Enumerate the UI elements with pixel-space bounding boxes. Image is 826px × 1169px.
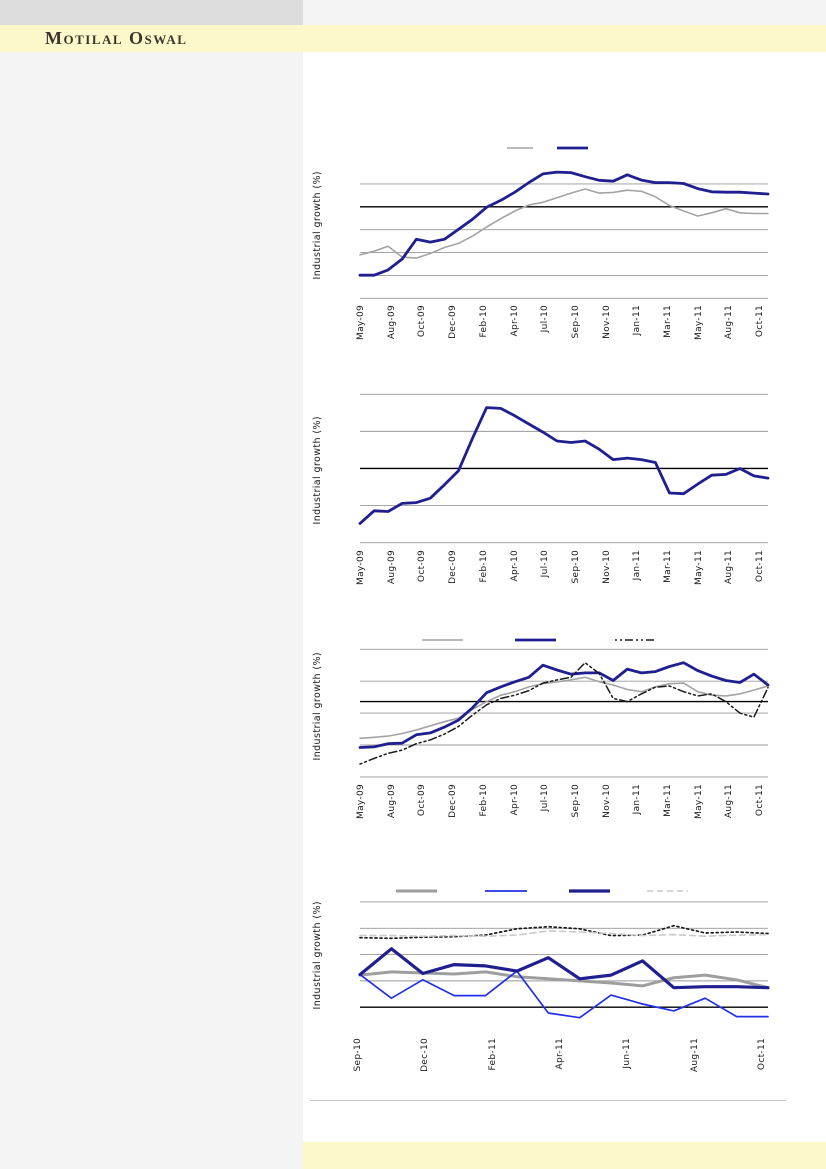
gray-line-series bbox=[359, 188, 769, 259]
left-margin-column bbox=[0, 52, 303, 1169]
x-tick-label: Mar-11 bbox=[663, 784, 673, 817]
footer-band bbox=[303, 1142, 826, 1169]
brand-logo-text: Motilal Oswal bbox=[45, 28, 188, 48]
x-axis-labels: May-09 Aug-09 Oct-09 Dec-09 Feb-10 Apr-10 Jul-… bbox=[356, 305, 770, 363]
chart-plot-area bbox=[358, 889, 770, 1019]
x-tick-label: Aug-11 bbox=[724, 784, 735, 819]
x-tick-label: Dec-09 bbox=[448, 305, 459, 339]
dotted-black-series bbox=[359, 661, 769, 765]
x-tick-label: Jul-10 bbox=[540, 784, 551, 812]
x-tick-label: May-11 bbox=[693, 550, 704, 585]
bright-blue-series bbox=[359, 970, 769, 1019]
chart-plot-area bbox=[358, 146, 770, 299]
y-axis-title-text: Industrial growth (%) bbox=[311, 900, 323, 1010]
x-tick-label: Apr-10 bbox=[509, 305, 520, 337]
x-tick-label: Feb-10 bbox=[478, 550, 489, 583]
x-tick-label: Nov-10 bbox=[601, 305, 612, 339]
y-axis-title: Industrial growth (%) bbox=[304, 880, 330, 1030]
x-tick-label: Oct-11 bbox=[755, 784, 766, 817]
dotted-light-series bbox=[359, 930, 769, 938]
x-tick-label: Dec-09 bbox=[448, 784, 459, 818]
x-tick-label: Aug-09 bbox=[386, 550, 397, 585]
x-tick-label: Oct-11 bbox=[756, 1038, 767, 1071]
x-tick-label: Feb-10 bbox=[478, 784, 489, 817]
x-tick-label: Apr-11 bbox=[554, 1038, 565, 1070]
top-left-gray-block bbox=[0, 0, 303, 25]
x-tick-label: Feb-11 bbox=[487, 1038, 498, 1071]
y-axis-title-text: Industrial growth (%) bbox=[311, 651, 323, 761]
x-tick-label: Oct-11 bbox=[755, 305, 766, 338]
x-tick-label: May-09 bbox=[356, 550, 366, 585]
x-tick-label: Mar-11 bbox=[663, 550, 673, 583]
x-tick-label: Jan-11 bbox=[632, 784, 643, 815]
x-tick-label: Nov-10 bbox=[601, 784, 612, 818]
navy-line-series bbox=[358, 661, 770, 749]
x-tick-label: Nov-10 bbox=[601, 550, 612, 584]
x-tick-label: Jul-10 bbox=[540, 550, 551, 578]
y-axis-title-text: Industrial growth (%) bbox=[311, 415, 323, 525]
chart-plot-area bbox=[358, 638, 770, 778]
navy-line-series bbox=[358, 947, 770, 990]
top-right-gray-band bbox=[303, 0, 826, 25]
x-tick-label: Oct-09 bbox=[417, 550, 428, 583]
x-tick-label: Jun-11 bbox=[622, 1038, 633, 1069]
x-tick-label: May-09 bbox=[356, 784, 366, 819]
brand-band: Motilal Oswal bbox=[0, 25, 826, 52]
x-tick-label: Oct-11 bbox=[755, 550, 766, 583]
gray-line-series bbox=[359, 676, 769, 740]
x-tick-label: May-11 bbox=[693, 784, 704, 819]
x-tick-label: Sep-10 bbox=[570, 550, 581, 584]
y-axis-title: Industrial growth (%) bbox=[304, 385, 330, 555]
x-tick-label: Dec-10 bbox=[420, 1038, 431, 1072]
x-tick-label: Aug-09 bbox=[386, 305, 397, 340]
dotted-black-series bbox=[359, 924, 769, 940]
x-tick-label: Aug-11 bbox=[724, 305, 735, 340]
x-tick-label: Jan-11 bbox=[632, 550, 643, 581]
x-tick-label: Sep-10 bbox=[353, 1038, 363, 1072]
x-tick-label: May-11 bbox=[693, 305, 704, 340]
x-axis-labels: May-09 Aug-09 Oct-09 Dec-09 Feb-10 Apr-10 Jul-… bbox=[356, 784, 770, 842]
x-tick-label: Aug-11 bbox=[724, 550, 735, 585]
footer-divider-line bbox=[310, 1100, 786, 1101]
x-axis-labels: May-09 Aug-09 Oct-09 Dec-09 Feb-10 Apr-10 Jul-… bbox=[356, 550, 770, 608]
y-axis-title: Industrial growth (%) bbox=[304, 140, 330, 310]
x-tick-label: Sep-10 bbox=[570, 784, 581, 818]
x-tick-label: Mar-11 bbox=[663, 305, 673, 338]
x-tick-label: Feb-10 bbox=[478, 305, 489, 338]
x-tick-label: Jul-10 bbox=[540, 305, 551, 333]
y-axis-title-text: Industrial growth (%) bbox=[311, 170, 323, 280]
x-tick-label: Oct-09 bbox=[417, 305, 428, 338]
x-tick-label: Apr-10 bbox=[509, 784, 520, 816]
x-tick-label: Sep-10 bbox=[570, 305, 581, 339]
x-tick-label: May-09 bbox=[356, 305, 366, 340]
x-tick-label: Aug-11 bbox=[689, 1038, 700, 1073]
chart-plot-area bbox=[358, 393, 770, 544]
x-tick-label: Aug-09 bbox=[386, 784, 397, 819]
navy-line-series bbox=[358, 170, 770, 277]
x-tick-label: Dec-09 bbox=[448, 550, 459, 584]
y-axis-title: Industrial growth (%) bbox=[304, 630, 330, 782]
x-tick-label: Apr-10 bbox=[509, 550, 520, 582]
x-axis-labels: Sep-10 Dec-10 Feb-11 Apr-11 Jun-11 Aug-11 Oct-… bbox=[353, 1038, 770, 1096]
x-tick-label: Oct-09 bbox=[417, 784, 428, 817]
navy-line-series bbox=[358, 406, 770, 525]
x-tick-label: Jan-11 bbox=[632, 305, 643, 336]
